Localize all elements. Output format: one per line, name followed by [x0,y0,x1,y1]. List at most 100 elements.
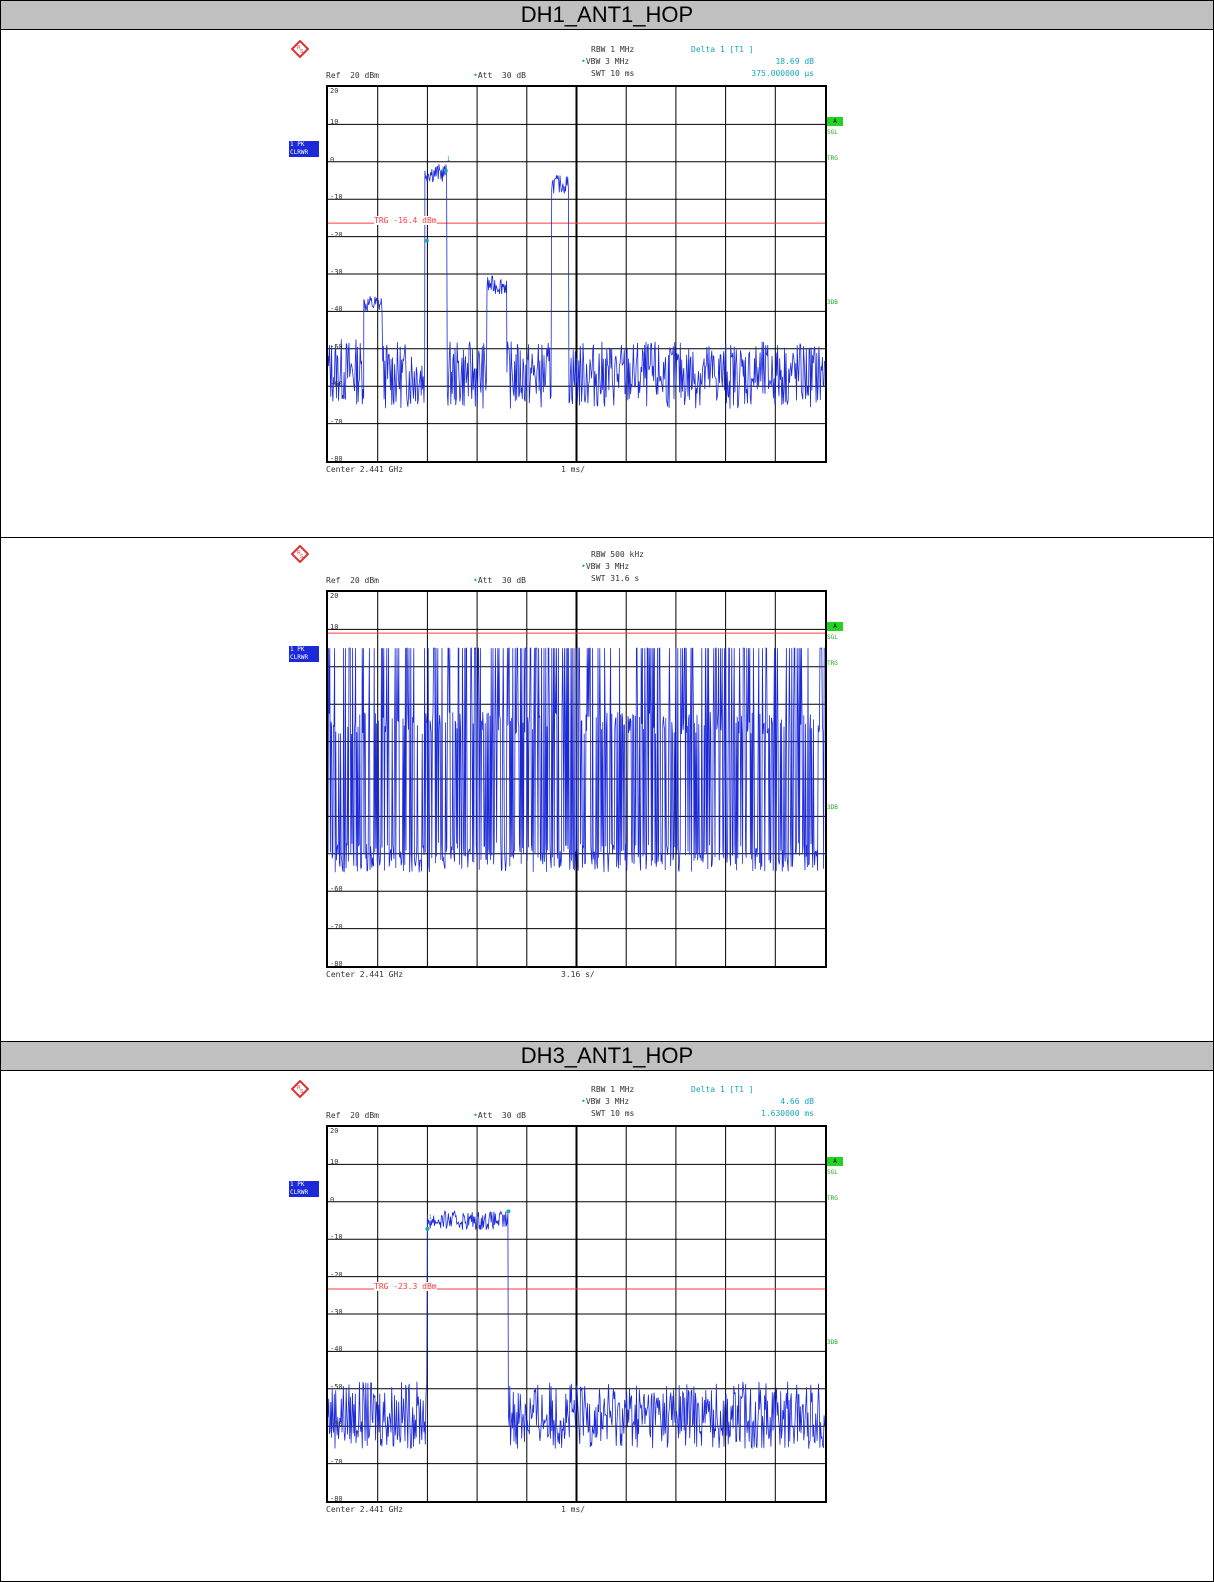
y-tick-label: -40 [330,305,343,314]
marker-number: 1 [428,1214,432,1221]
trace-line [328,647,825,873]
trace-tag-mode: 1 PK [290,141,305,148]
spectrum-plot-dh1: RS RBW 1 MHz VBW 3 MHz SWT 10 ms Ref 20 dBm A… [271,37,871,477]
y-tick-label: -20 [330,230,343,239]
vbw-label: VBW 3 MHz [581,562,629,571]
y-tick-label: -70 [330,1457,343,1466]
vbw-label: VBW 3 MHz [581,1097,629,1106]
section-title-dh1: DH1_ANT1_HOP [1,1,1213,30]
plot-grid [326,590,827,968]
svg-text:R: R [297,550,301,556]
y-tick-label: 10 [330,623,339,632]
swt-label: SWT 10 ms [591,1109,635,1118]
status-sgl: SGL [827,1169,838,1176]
status-trg: TRG [827,660,838,667]
y-tick-label: -30 [330,1308,343,1316]
marker-point [425,1226,430,1231]
y-tick-label: 10 [330,1158,339,1167]
spectrum-plot-hop-overview: RS RBW 500 kHz VBW 3 MHz SWT 31.6 s Ref 20 d… [271,542,871,982]
attenuation-label: Att 30 dB [473,1111,526,1120]
status-trg: TRG [827,155,838,162]
attenuation-label: Att 30 dB [473,71,526,80]
y-tick-label: -70 [330,417,343,426]
y-tick-label: 10 [330,118,339,127]
y-tick-label: -80 [330,960,343,968]
y-tick-label: -60 [330,885,343,894]
row-divider [1,537,1213,538]
center-frequency-label: Center 2.441 GHz [326,465,404,474]
y-tick-label: 20 [330,1127,339,1135]
swt-label: SWT 10 ms [591,69,635,78]
y-tick-label: -60 [330,380,343,389]
attenuation-label: Att 30 dB [473,576,526,585]
svg-text:S: S [300,1089,304,1095]
trigger-level-label: TRG -16.4 dBm [374,216,437,226]
status-trg: TRG [827,1195,838,1202]
trace-tag: 1 PK CLRWR [289,141,319,157]
ref-level-label: Ref 20 dBm [326,576,379,585]
trace-canvas: 1 [328,1127,825,1501]
spectrum-plot-dh3: RS RBW 1 MHz VBW 3 MHz SWT 10 ms Ref 20 dBm A… [271,1077,871,1517]
y-tick-label: -80 [330,455,343,463]
time-per-division-label: 3.16 s/ [561,970,595,979]
trace-tag-mode: 1 PK [290,646,305,653]
marker-point [506,1209,511,1214]
status-a: A [827,1157,843,1166]
center-frequency-label: Center 2.441 GHz [326,1505,404,1514]
status-sgl: SGL [827,634,838,641]
status-3db: 3DB [827,804,838,811]
marker-point [424,238,429,243]
rbw-label: RBW 500 kHz [591,550,644,559]
trace-tag-mode: 1 PK [290,1181,305,1188]
plot-grid: 1 [326,85,827,463]
marker-number: 1 [447,156,451,163]
svg-text:R: R [297,45,301,51]
marker-point [443,168,448,173]
trace-line [328,1209,825,1450]
y-tick-label: 0 [330,155,335,164]
y-tick-label: -80 [330,1495,343,1503]
y-tick-label: -70 [330,922,343,931]
trace-tag-clrwr: CLRWR [290,149,309,156]
delta-marker-time: 375.000000 µs [751,69,814,78]
ref-level-label: Ref 20 dBm [326,71,379,80]
time-per-division-label: 1 ms/ [561,465,586,474]
y-tick-label: -30 [330,268,343,276]
time-per-division-label: 1 ms/ [561,1505,586,1514]
trace-tag-clrwr: CLRWR [290,1189,309,1196]
svg-text:R: R [297,1085,301,1091]
delta-marker-label: Delta 1 [T1 ] [691,1085,754,1094]
status-a: A [827,622,843,631]
section-title-dh3: DH3_ANT1_HOP [1,1042,1213,1071]
trace-canvas [328,592,825,966]
y-tick-label: -20 [330,1270,343,1279]
trace-canvas: 1 [328,87,825,461]
y-tick-label: -10 [330,1233,343,1242]
swt-label: SWT 31.6 s [591,574,640,583]
rbw-label: RBW 1 MHz [591,1085,635,1094]
center-frequency-label: Center 2.441 GHz [326,970,404,979]
y-tick-label: 20 [330,87,339,95]
status-3db: 3DB [827,299,838,306]
y-tick-label: 0 [330,1195,335,1204]
trace-tag: 1 PK CLRWR [289,646,319,662]
y-tick-label: -10 [330,193,343,202]
delta-marker-value: 4.66 dB [780,1097,814,1106]
y-tick-label: -50 [330,1382,343,1391]
status-3db: 3DB [827,1339,838,1346]
trace-tag: 1 PK CLRWR [289,1181,319,1197]
svg-text:S: S [300,554,304,560]
row-divider [1,1041,1213,1042]
status-a: A [827,117,843,126]
delta-marker-label: Delta 1 [T1 ] [691,45,754,54]
svg-text:S: S [300,49,304,55]
plot-grid: 1 [326,1125,827,1503]
y-tick-label: -60 [330,1420,343,1429]
vbw-label: VBW 3 MHz [581,57,629,66]
trace-tag-clrwr: CLRWR [290,654,309,661]
ref-level-label: Ref 20 dBm [326,1111,379,1120]
